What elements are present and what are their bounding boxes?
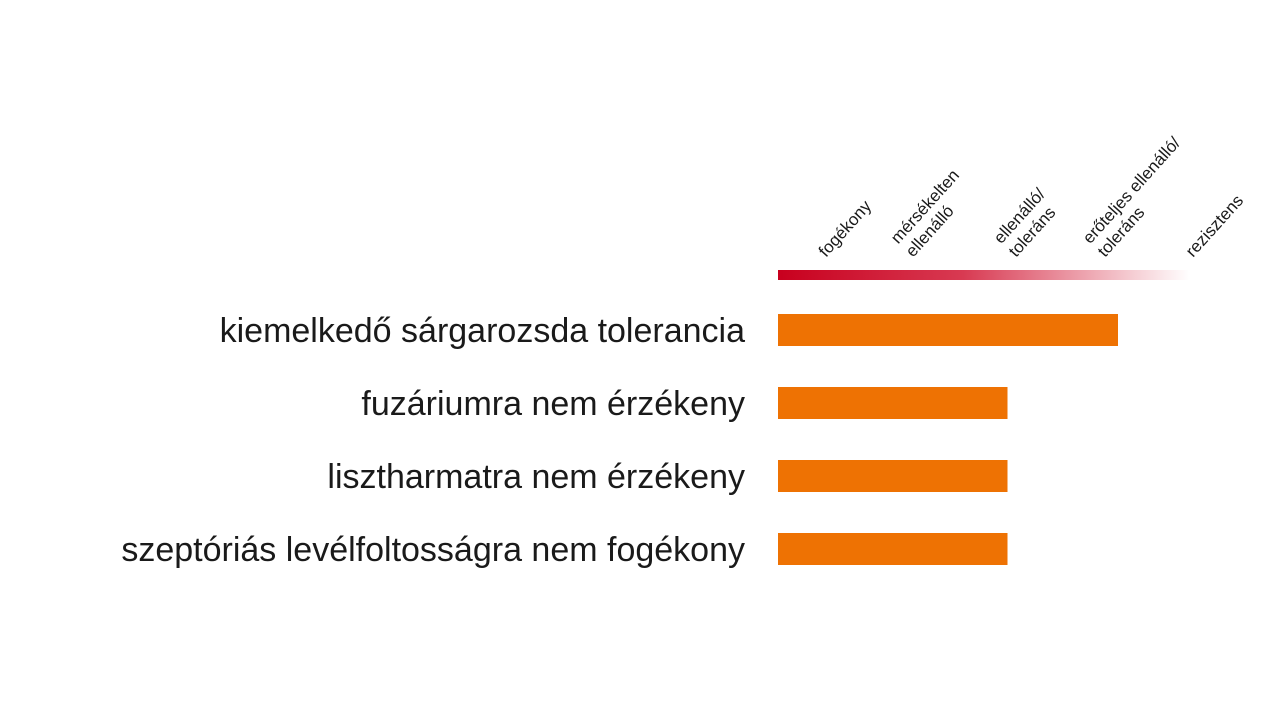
scale-label-line: fogékony [815, 196, 876, 260]
scale-label-1: mérsékeltenellenálló [887, 166, 978, 261]
resistance-scale-bar [778, 270, 1190, 280]
scale-label-3: erőteljes ellenálló/toleráns [1079, 133, 1199, 260]
bar-0 [778, 314, 1118, 346]
category-labels: kiemelkedő sárgarozsda tolerancia fuzáriu… [121, 312, 745, 569]
scale-label-4: rezisztens [1182, 191, 1247, 261]
scale-label-line: rezisztens [1182, 191, 1247, 261]
scale-labels: fogékony mérsékeltenellenálló ellenálló/to… [815, 133, 1247, 260]
category-label-1: fuzáriumra nem érzékeny [361, 385, 745, 423]
bars [778, 314, 1118, 565]
bar-3 [778, 533, 1008, 565]
category-label-0: kiemelkedő sárgarozsda tolerancia [220, 312, 745, 350]
category-label-3: szeptóriás levélfoltosságra nem fogékony [121, 531, 745, 569]
category-label-2: lisztharmatra nem érzékeny [327, 458, 745, 496]
scale-label-2: ellenálló/toleráns [990, 185, 1064, 261]
bar-1 [778, 387, 1008, 419]
scale-label-0: fogékony [815, 196, 876, 260]
bar-2 [778, 460, 1008, 492]
